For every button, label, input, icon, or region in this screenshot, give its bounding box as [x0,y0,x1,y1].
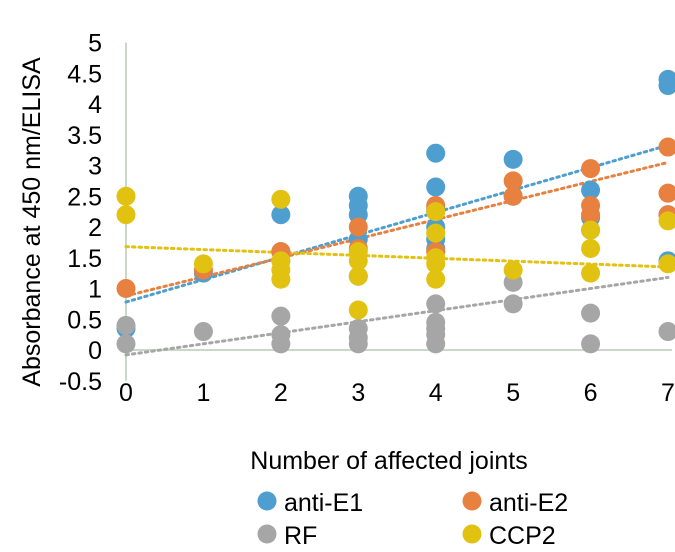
data-point-ccp2 [348,251,368,271]
data-point-rf [503,294,523,314]
x-tick-label: 0 [119,379,133,407]
y-tick-label: 4 [88,91,102,119]
data-point-rf [271,334,291,354]
y-tick-label: 1 [88,276,102,304]
legend-marker-rf [257,524,277,544]
y-tick-label: 3 [88,153,102,181]
data-point-rf [116,315,136,335]
x-tick-labels: 0 1 2 3 4 5 6 7 [119,379,675,407]
data-point-ccp2 [348,300,368,320]
x-tick-label: 4 [429,379,443,407]
x-tick-label: 6 [584,379,598,407]
data-point-ccp2 [581,263,601,283]
trendline-rf [124,275,670,357]
data-point-rf [581,334,601,354]
trendline-anti-e1 [124,143,670,304]
trendline-anti-e2 [124,160,670,298]
y-tick-labels: -0.5 0 0.51 1.5 2 2.53 3.5 4 4.55 [59,30,102,396]
legend: anti-E1 anti-E2 RF CCP2 [257,489,568,550]
y-tick-label: -0.5 [59,368,102,396]
data-point-ccp2 [426,254,446,274]
data-point-anti-e1 [426,143,446,163]
data-point-rf [193,322,213,342]
x-tick-label: 1 [196,379,210,407]
data-point-rf [658,322,675,342]
y-tick-label: 0 [88,337,102,365]
y-tick-label: 3.5 [67,122,102,150]
data-point-ccp2 [426,202,446,222]
legend-label-anti-e2: anti-E2 [489,489,568,517]
y-tick-label: 4.5 [67,60,102,88]
data-point-anti-e1 [271,205,291,225]
x-tick-label: 7 [661,379,675,407]
data-point-rf [581,303,601,323]
x-tick-label: 3 [351,379,365,407]
y-tick-label: 5 [88,30,102,58]
data-point-ccp2 [503,260,523,280]
data-point-rf [426,294,446,314]
data-point-anti-e1 [658,76,675,96]
y-tick-label: 1.5 [67,245,102,273]
data-point-anti-e2 [581,205,601,225]
data-point-ccp2 [271,189,291,209]
data-point-ccp2 [116,186,136,206]
y-tick-label: 2.5 [67,183,102,211]
data-point-anti-e2 [658,137,675,157]
x-tick-label: 2 [274,379,288,407]
data-point-rf [116,334,136,354]
data-point-ccp2 [581,239,601,259]
data-point-ccp2 [116,205,136,225]
trendline-ccp2 [124,245,670,269]
data-point-ccp2 [658,254,675,274]
data-point-ccp2 [426,269,446,289]
data-point-anti-e2 [116,279,136,298]
data-point-rf [348,334,368,354]
data-point-ccp2 [426,223,446,243]
data-point-rf [271,306,291,326]
data-points [116,69,675,354]
legend-marker-ccp2 [462,524,482,544]
trendlines [124,143,670,357]
legend-marker-anti-e1 [257,491,277,511]
data-point-ccp2 [193,254,213,274]
data-point-ccp2 [658,211,675,231]
data-point-anti-e2 [348,217,368,237]
data-point-anti-e2 [503,171,523,191]
legend-label-rf: RF [284,522,317,550]
data-point-anti-e1 [503,149,523,169]
x-axis-title: Number of affected joints [250,447,527,475]
x-tick-label: 5 [506,379,520,407]
y-tick-label: 0.5 [67,306,102,334]
data-point-anti-e2 [658,183,675,203]
data-point-ccp2 [348,266,368,286]
data-point-anti-e1 [581,180,601,200]
legend-label-anti-e1: anti-E1 [284,489,363,517]
data-point-ccp2 [581,220,601,240]
data-point-anti-e2 [503,186,523,206]
data-point-anti-e1 [426,177,446,197]
y-tick-label: 2 [88,214,102,242]
legend-marker-anti-e2 [462,491,482,511]
data-point-anti-e2 [581,159,601,179]
legend-label-ccp2: CCP2 [489,522,556,550]
y-axis-title: Absorbance at 450 nm/ELISA [18,57,46,387]
data-point-rf [426,334,446,354]
data-point-ccp2 [271,269,291,289]
